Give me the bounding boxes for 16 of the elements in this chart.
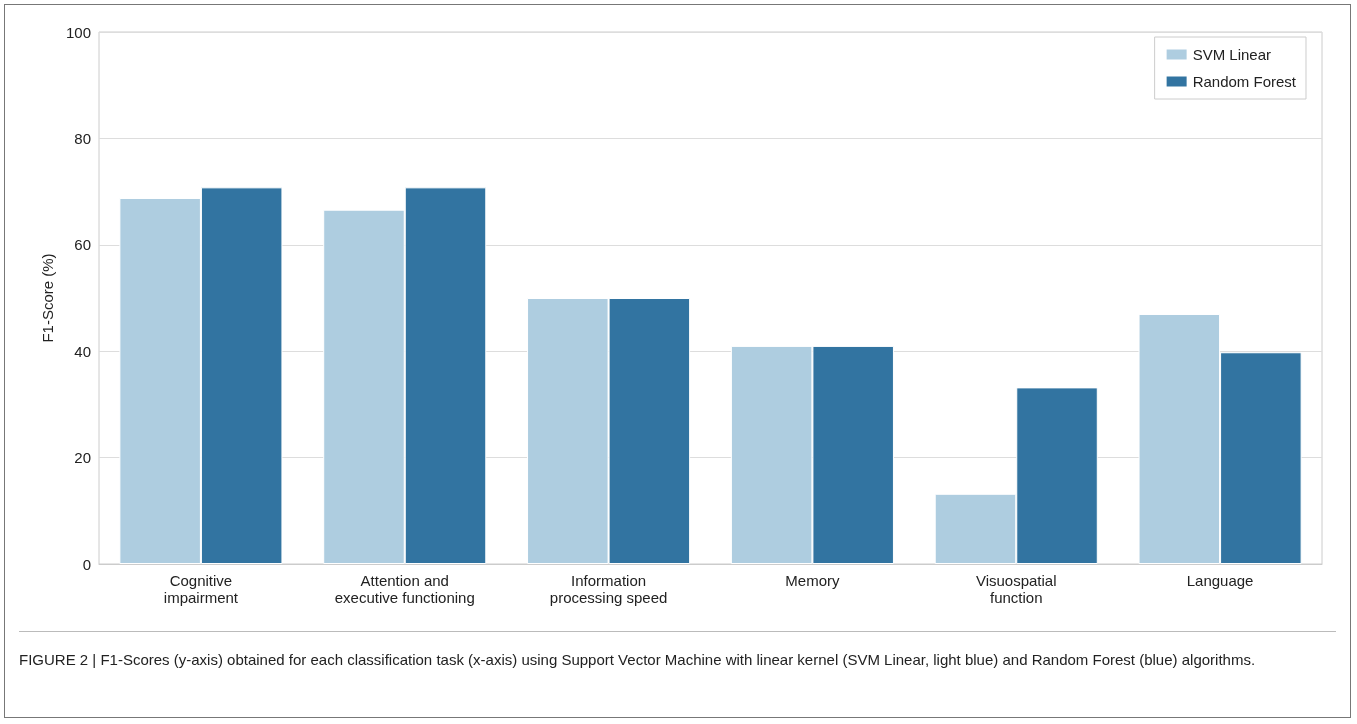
y-tick-label: 40 [74, 342, 91, 360]
y-axis-title: F1-Score (%) [39, 253, 56, 343]
x-tick-label: Attention and executive functioning [334, 572, 475, 606]
y-tick-label: 80 [74, 129, 91, 147]
x-tick-label: Cognitive impairment [163, 572, 239, 606]
caption: FIGURE 2 | F1-Scores (y-axis) obtained for each classification task (x-axis) using Support Vector Machine with linear kernel (SVM Linear, light blue) and Random Forest (blue) algorithms. [19, 650, 1257, 670]
x-tick-label: Visuospatial function [975, 572, 1057, 606]
legend-label: Random Forest [1192, 73, 1297, 90]
y-tick-label: 20 [74, 449, 91, 467]
y-tick-label: 0 [82, 555, 91, 573]
y-tick-label: 60 [74, 236, 91, 254]
x-tick-label: Language [1186, 572, 1254, 589]
y-tick-label: 100 [65, 23, 91, 41]
legend-label: SVM Linear [1192, 46, 1271, 63]
x-tick-label: Information processing speed [549, 572, 668, 606]
x-tick-label: Memory [785, 572, 840, 589]
